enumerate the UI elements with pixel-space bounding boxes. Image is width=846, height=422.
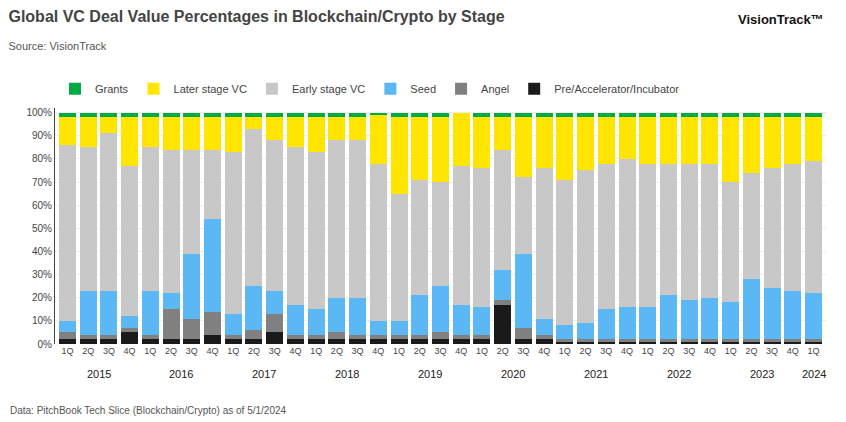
svg-text:2Q: 2Q (662, 346, 674, 356)
svg-text:3Q: 3Q (186, 346, 198, 356)
svg-text:2022: 2022 (667, 368, 691, 380)
svg-text:3Q: 3Q (766, 346, 778, 356)
svg-text:3Q: 3Q (103, 346, 115, 356)
svg-text:2024: 2024 (802, 368, 826, 380)
svg-text:1Q: 1Q (144, 346, 156, 356)
svg-text:2Q: 2Q (580, 346, 592, 356)
svg-text:2Q: 2Q (497, 346, 509, 356)
svg-text:Grants: Grants (95, 83, 129, 95)
svg-text:90%: 90% (32, 130, 52, 141)
svg-text:70%: 70% (32, 177, 52, 188)
svg-text:4Q: 4Q (538, 346, 550, 356)
svg-text:40%: 40% (32, 246, 52, 257)
svg-text:60%: 60% (32, 200, 52, 211)
svg-text:30%: 30% (32, 269, 52, 280)
svg-text:4Q: 4Q (787, 346, 799, 356)
svg-text:1Q: 1Q (310, 346, 322, 356)
svg-text:2017: 2017 (252, 368, 276, 380)
svg-text:2023: 2023 (750, 368, 774, 380)
svg-text:4Q: 4Q (704, 346, 716, 356)
svg-text:4Q: 4Q (207, 346, 219, 356)
svg-text:4Q: 4Q (621, 346, 633, 356)
svg-text:VisionTrack™: VisionTrack™ (738, 12, 824, 27)
svg-text:3Q: 3Q (517, 346, 529, 356)
svg-text:Global VC Deal Value Percentag: Global VC Deal Value Percentages in Bloc… (8, 8, 504, 25)
svg-text:3Q: 3Q (600, 346, 612, 356)
svg-text:2Q: 2Q (331, 346, 343, 356)
svg-text:Pre/Accelerator/Incubator: Pre/Accelerator/Incubator (554, 83, 679, 95)
svg-text:Seed: Seed (410, 83, 436, 95)
svg-text:50%: 50% (32, 223, 52, 234)
svg-text:3Q: 3Q (434, 346, 446, 356)
svg-text:Data: PitchBook Tech Slice (Bl: Data: PitchBook Tech Slice (Blockchain/C… (10, 405, 287, 416)
svg-text:4Q: 4Q (455, 346, 467, 356)
svg-text:2016: 2016 (169, 368, 193, 380)
svg-text:10%: 10% (32, 315, 52, 326)
svg-text:2Q: 2Q (165, 346, 177, 356)
svg-text:2Q: 2Q (82, 346, 94, 356)
svg-text:2Q: 2Q (414, 346, 426, 356)
svg-text:0%: 0% (38, 339, 53, 350)
svg-text:1Q: 1Q (227, 346, 239, 356)
svg-text:2021: 2021 (584, 368, 608, 380)
svg-text:Early stage VC: Early stage VC (292, 83, 365, 95)
svg-text:1Q: 1Q (393, 346, 405, 356)
svg-text:Later stage VC: Later stage VC (174, 83, 247, 95)
svg-text:1Q: 1Q (559, 346, 571, 356)
svg-text:2020: 2020 (501, 368, 525, 380)
svg-text:1Q: 1Q (808, 346, 820, 356)
svg-text:3Q: 3Q (683, 346, 695, 356)
svg-text:4Q: 4Q (372, 346, 384, 356)
svg-text:3Q: 3Q (269, 346, 281, 356)
svg-text:1Q: 1Q (725, 346, 737, 356)
svg-text:4Q: 4Q (289, 346, 301, 356)
svg-text:1Q: 1Q (476, 346, 488, 356)
svg-text:3Q: 3Q (352, 346, 364, 356)
svg-text:2015: 2015 (87, 368, 111, 380)
svg-text:2Q: 2Q (745, 346, 757, 356)
svg-text:Source: VisionTrack: Source: VisionTrack (8, 40, 106, 52)
svg-text:2019: 2019 (418, 368, 442, 380)
svg-text:20%: 20% (32, 292, 52, 303)
svg-text:Angel: Angel (481, 83, 509, 95)
svg-text:4Q: 4Q (124, 346, 136, 356)
svg-text:100%: 100% (26, 107, 52, 118)
svg-text:1Q: 1Q (642, 346, 654, 356)
svg-text:2018: 2018 (335, 368, 359, 380)
svg-text:1Q: 1Q (61, 346, 73, 356)
svg-text:80%: 80% (32, 153, 52, 164)
svg-text:2Q: 2Q (248, 346, 260, 356)
